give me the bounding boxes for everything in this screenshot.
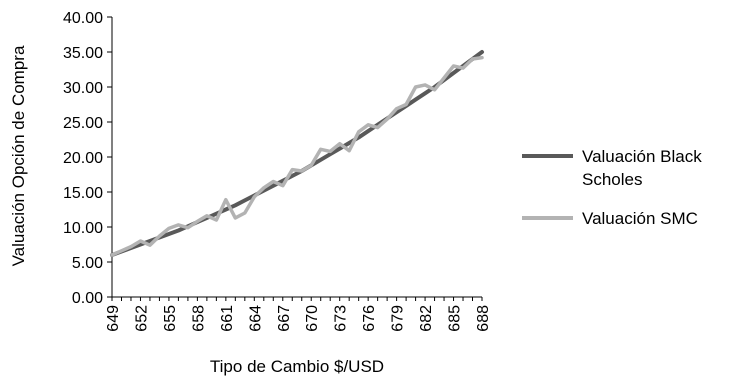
x-tick-label: 670 <box>304 305 321 332</box>
x-tick-label: 676 <box>361 305 378 332</box>
series-layer <box>110 50 484 257</box>
y-tick-label: 35.00 <box>63 45 103 62</box>
y-axis-title: Valuación Opción de Compra <box>9 45 28 266</box>
x-tick-label: 649 <box>105 305 122 332</box>
y-tick-label: 40.00 <box>63 10 103 27</box>
legend-label-black-scholes-line2: Scholes <box>582 170 642 189</box>
y-axis-ticks: 0.00 5.00 10.00 15.00 20.00 25.00 30.00 35.00 40… <box>63 10 112 307</box>
x-axis-ticks: 649 652 655 658 661 664 667 670 673 676 679 682 685 6… <box>105 297 492 332</box>
x-tick-label: 655 <box>162 305 179 332</box>
x-axis-title: Tipo de Cambio $/USD <box>210 357 384 376</box>
series-line-black-scholes <box>110 50 484 257</box>
x-tick-label: 658 <box>190 305 207 332</box>
y-tick-label: 5.00 <box>72 255 103 272</box>
legend-label-black-scholes-line1: Valuación Black <box>582 147 702 166</box>
y-tick-label: 0.00 <box>72 290 103 307</box>
y-tick-label: 15.00 <box>63 185 103 202</box>
x-tick-label: 664 <box>247 305 264 332</box>
y-tick-label: 25.00 <box>63 115 103 132</box>
x-tick-label: 652 <box>133 305 150 332</box>
y-tick-label: 30.00 <box>63 80 103 97</box>
y-tick-label: 20.00 <box>63 150 103 167</box>
x-tick-label: 673 <box>333 305 350 332</box>
x-tick-label: 682 <box>418 305 435 332</box>
x-tick-label: 667 <box>276 305 293 332</box>
series-line-smc <box>110 55 484 257</box>
legend: Valuación Black Scholes Valuación SMC <box>522 147 702 228</box>
x-tick-label: 688 <box>475 305 492 332</box>
x-tick-label: 685 <box>447 305 464 332</box>
x-tick-label: 679 <box>390 305 407 332</box>
y-tick-label: 10.00 <box>63 220 103 237</box>
x-tick-label: 661 <box>219 305 236 332</box>
legend-label-smc: Valuación SMC <box>582 209 698 228</box>
